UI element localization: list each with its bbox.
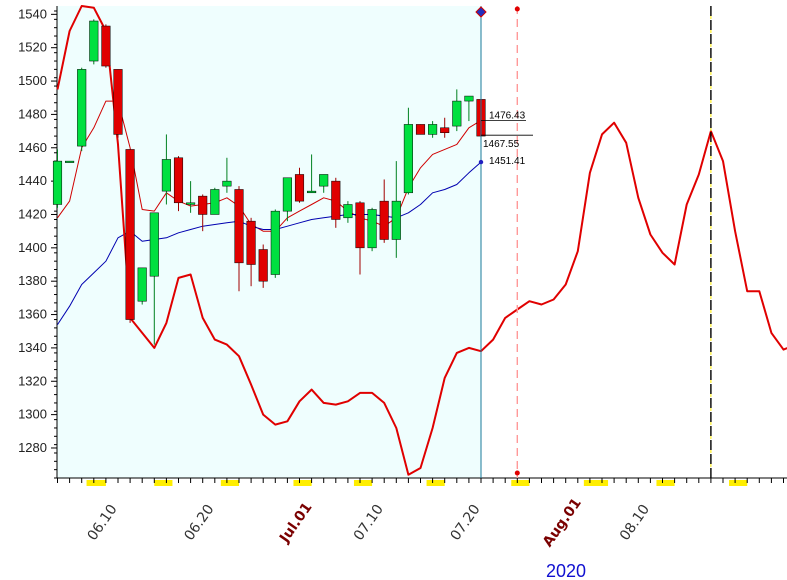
- y-tick-label: 1280: [18, 440, 47, 455]
- y-tick-label: 1460: [18, 140, 47, 155]
- y-tick-label: 1500: [18, 73, 47, 88]
- weekend-band: [511, 480, 530, 486]
- x-tick-label: 08.10: [617, 502, 653, 544]
- series-line: [56, 5, 787, 476]
- price-label: 1476.43: [489, 110, 526, 121]
- y-tick-label: 1360: [18, 307, 47, 322]
- weekend-band: [729, 480, 748, 486]
- candle-body: [113, 69, 123, 135]
- candle-body: [234, 189, 244, 264]
- candle-body: [282, 177, 292, 212]
- weekend-band: [583, 480, 609, 486]
- candle-body: [125, 149, 135, 320]
- last-bar-marker: [475, 6, 487, 18]
- y-tick-label: 1440: [18, 173, 47, 188]
- candle-body: [173, 157, 184, 204]
- weekend-band: [86, 480, 106, 486]
- candle-body: [246, 220, 256, 265]
- candle-body: [101, 25, 111, 67]
- candle-body: [379, 200, 389, 240]
- y-tick-label: 1380: [18, 273, 47, 288]
- y-tick-label: 1520: [18, 40, 47, 55]
- candle-body: [440, 127, 450, 134]
- weekend-band: [154, 480, 173, 486]
- candle-body: [270, 210, 280, 275]
- weekend-band: [220, 480, 239, 486]
- candle-body: [198, 195, 208, 215]
- candle-body: [428, 124, 438, 135]
- candle-body: [186, 202, 196, 205]
- y-tick-label: 1540: [18, 6, 47, 21]
- price-label: 1467.55: [483, 139, 520, 150]
- year-label: 2020: [546, 561, 586, 580]
- x-tick-label: Jul.01: [276, 500, 315, 547]
- x-tick-label: 07.20: [448, 502, 484, 544]
- candle-body: [319, 174, 329, 187]
- weekend-band: [353, 480, 373, 486]
- candle-body: [464, 95, 474, 102]
- candle-body: [391, 200, 401, 240]
- candle-body: [137, 267, 147, 302]
- price-label-layer: 1476.43 1467.55 1451.41: [475, 6, 533, 167]
- marker-layer: [480, 6, 712, 478]
- candles-layer: [52, 19, 486, 345]
- weekend-band: [426, 480, 445, 486]
- candle-body: [89, 20, 99, 62]
- x-axis: 06.10 06.20 Jul.01 07.10 07.20 Aug.01 08.10: [57, 477, 787, 550]
- candle-body: [331, 180, 341, 220]
- candle-body: [307, 190, 317, 194]
- y-axis: 1280 1300 1320 1340 1360 1380 1400 1420 1440 1460…: [18, 6, 58, 479]
- candle-body: [452, 100, 462, 127]
- weekend-band: [656, 480, 675, 486]
- x-tick-label: 07.10: [351, 502, 387, 544]
- candle-body: [415, 124, 426, 135]
- y-tick-label: 1420: [18, 206, 47, 221]
- x-tick-label: Aug.01: [540, 495, 585, 550]
- candle-body: [355, 202, 365, 249]
- candle-body: [367, 209, 377, 249]
- price-dot: [478, 159, 484, 165]
- y-tick-label: 1320: [18, 373, 47, 388]
- y-tick-label: 1480: [18, 106, 47, 121]
- marker-dot: [514, 470, 520, 476]
- x-tick-label: 06.10: [85, 502, 121, 544]
- candle-body: [210, 189, 220, 215]
- weekend-band: [293, 480, 312, 486]
- price-label: 1451.41: [489, 156, 526, 167]
- marker-dot: [514, 6, 520, 12]
- y-tick-label: 1400: [18, 240, 47, 255]
- candle-body: [294, 174, 305, 202]
- candle-body: [161, 159, 171, 192]
- candle-body: [403, 124, 413, 194]
- candle-body: [52, 160, 63, 205]
- candle-body: [222, 180, 232, 187]
- candle-body: [77, 69, 87, 147]
- candle-body: [65, 160, 75, 163]
- candle-body: [258, 249, 268, 282]
- candle-body: [149, 212, 159, 277]
- y-tick-label: 1340: [18, 340, 47, 355]
- y-tick-label: 1300: [18, 407, 47, 422]
- x-tick-label: 06.20: [181, 502, 217, 544]
- candle-body: [343, 204, 353, 219]
